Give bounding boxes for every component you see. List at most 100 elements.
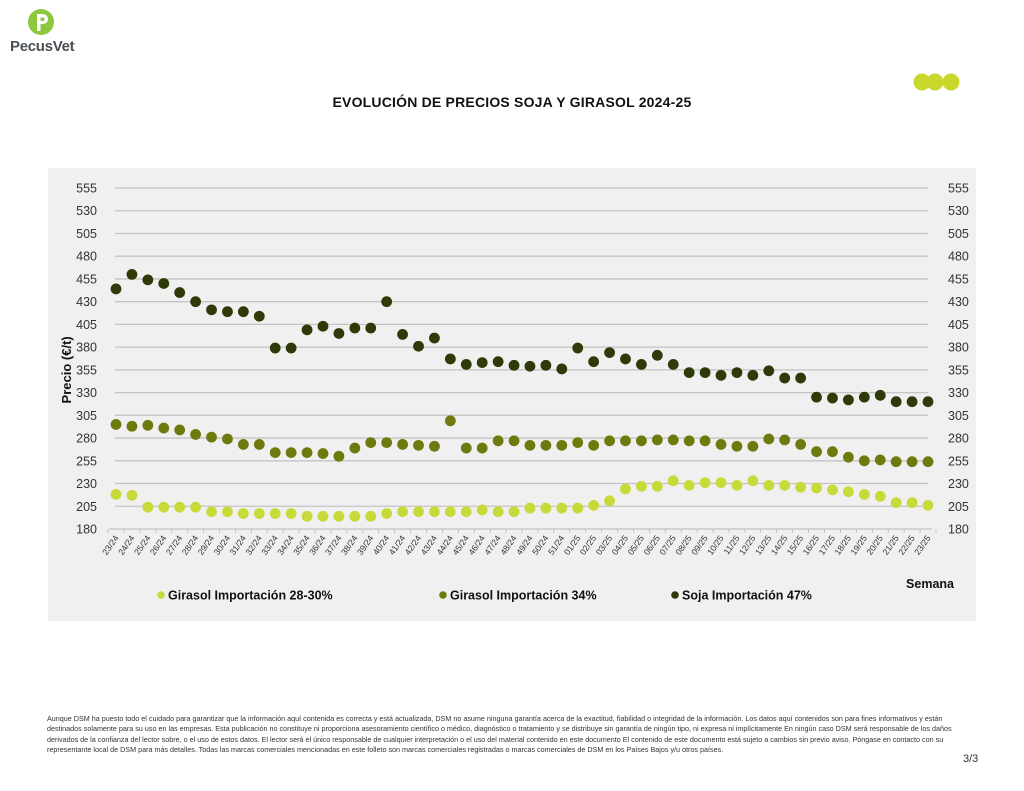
data-point-series-1 — [524, 502, 536, 514]
data-point-series-2 — [381, 437, 393, 449]
data-point-series-3 — [524, 360, 536, 372]
data-point-series-1 — [827, 484, 838, 496]
y-axis-label: Precio (€/t) — [59, 336, 74, 403]
data-point-series-3 — [285, 342, 297, 354]
data-point-series-1 — [285, 508, 297, 519]
data-point-series-3 — [397, 329, 408, 340]
legend-label-series-3: Soja Importación 47% — [682, 589, 812, 603]
data-point-series-1 — [699, 477, 711, 489]
data-point-series-1 — [301, 510, 313, 522]
data-point-series-2 — [158, 422, 170, 434]
data-point-series-1 — [890, 497, 902, 509]
data-point-series-1 — [126, 489, 138, 501]
y-tick-label-left: 430 — [76, 295, 97, 309]
y-tick-label-right: 480 — [948, 250, 969, 264]
data-point-series-3 — [779, 372, 791, 384]
legend-label-series-2: Girasol Importación 34% — [450, 589, 597, 603]
data-point-series-3 — [381, 296, 393, 308]
data-point-series-2 — [667, 434, 679, 446]
data-point-series-2 — [620, 435, 631, 447]
y-tick-label-right: 380 — [948, 341, 969, 355]
data-point-series-1 — [683, 479, 695, 491]
data-point-series-3 — [572, 342, 584, 354]
data-point-series-3 — [413, 340, 424, 352]
data-point-series-3 — [540, 359, 552, 371]
data-point-series-2 — [429, 440, 440, 452]
data-point-series-2 — [699, 435, 711, 447]
data-point-series-1 — [222, 506, 233, 518]
data-point-series-2 — [795, 439, 807, 450]
decorative-dots-icon — [913, 73, 960, 91]
data-point-series-1 — [492, 506, 504, 518]
page-number: 3/3 — [963, 753, 979, 765]
data-point-series-2 — [237, 439, 249, 450]
data-point-series-1 — [620, 483, 631, 495]
data-point-series-2 — [604, 435, 615, 447]
data-point-series-1 — [413, 506, 424, 518]
data-point-series-3 — [237, 306, 249, 318]
y-tick-label-left: 405 — [76, 318, 97, 332]
data-point-series-1 — [110, 489, 122, 500]
data-point-series-2 — [222, 433, 233, 445]
legend-marker-series-2 — [439, 591, 447, 599]
data-point-series-2 — [492, 435, 504, 447]
y-tick-label-left: 180 — [76, 523, 97, 537]
y-tick-label-right: 230 — [948, 477, 969, 491]
logo-p-icon — [28, 9, 54, 35]
data-point-series-3 — [476, 357, 488, 368]
data-point-series-3 — [126, 268, 138, 280]
data-point-series-1 — [237, 508, 249, 519]
data-point-series-1 — [811, 482, 822, 494]
y-tick-label-right: 330 — [948, 386, 969, 400]
data-point-series-3 — [763, 365, 775, 377]
pecusvet-logo: PecusVet — [10, 8, 75, 58]
chart-panel: 180 180 205 205 230 230 255 255 280 280 305 305 330 3… — [48, 168, 976, 621]
data-point-series-3 — [827, 392, 838, 404]
data-point-series-2 — [747, 440, 759, 452]
data-point-series-1 — [476, 504, 488, 516]
data-point-series-1 — [842, 486, 854, 498]
data-point-series-3 — [206, 304, 217, 316]
data-point-series-2 — [731, 440, 743, 452]
data-point-series-2 — [476, 442, 488, 454]
data-point-series-2 — [906, 456, 918, 468]
data-point-series-1 — [333, 510, 345, 522]
y-tick-label-right: 455 — [948, 272, 969, 286]
data-point-series-2 — [588, 439, 600, 451]
disclaimer-text: Aunque DSM ha puesto todo el cuidado par… — [47, 714, 952, 755]
data-point-series-2 — [922, 456, 934, 468]
y-tick-label-left: 530 — [76, 204, 97, 218]
data-point-series-1 — [588, 499, 600, 511]
data-point-series-3 — [301, 324, 313, 336]
data-point-series-2 — [651, 434, 663, 446]
y-tick-label-left: 330 — [76, 386, 97, 400]
y-tick-label-left: 305 — [76, 409, 97, 423]
y-tick-label-right: 205 — [948, 500, 969, 514]
data-point-series-3 — [429, 332, 440, 344]
data-point-series-3 — [269, 342, 281, 354]
data-point-series-3 — [811, 391, 822, 403]
data-point-series-2 — [683, 435, 695, 447]
data-point-series-2 — [317, 448, 329, 459]
y-tick-label-left: 380 — [76, 341, 97, 355]
data-point-series-2 — [190, 429, 202, 440]
data-point-series-3 — [174, 287, 186, 298]
data-point-series-2 — [524, 439, 536, 451]
data-point-series-3 — [620, 353, 631, 365]
y-tick-label-right: 530 — [948, 204, 969, 218]
data-point-series-3 — [683, 367, 695, 378]
y-tick-label-left: 455 — [76, 272, 97, 286]
x-tick-label: 10/25 — [705, 533, 726, 557]
data-point-series-1 — [556, 502, 568, 514]
data-point-series-3 — [349, 322, 361, 334]
data-point-series-3 — [190, 296, 202, 308]
data-point-series-2 — [556, 439, 568, 451]
data-point-series-1 — [381, 508, 393, 519]
data-point-series-3 — [142, 274, 154, 286]
data-point-series-3 — [731, 367, 743, 378]
data-point-series-3 — [747, 369, 759, 381]
legend-label-series-1: Girasol Importación 28-30% — [168, 589, 333, 603]
y-tick-label-right: 305 — [948, 409, 969, 423]
data-point-series-2 — [540, 439, 552, 451]
data-point-series-1 — [874, 490, 886, 502]
